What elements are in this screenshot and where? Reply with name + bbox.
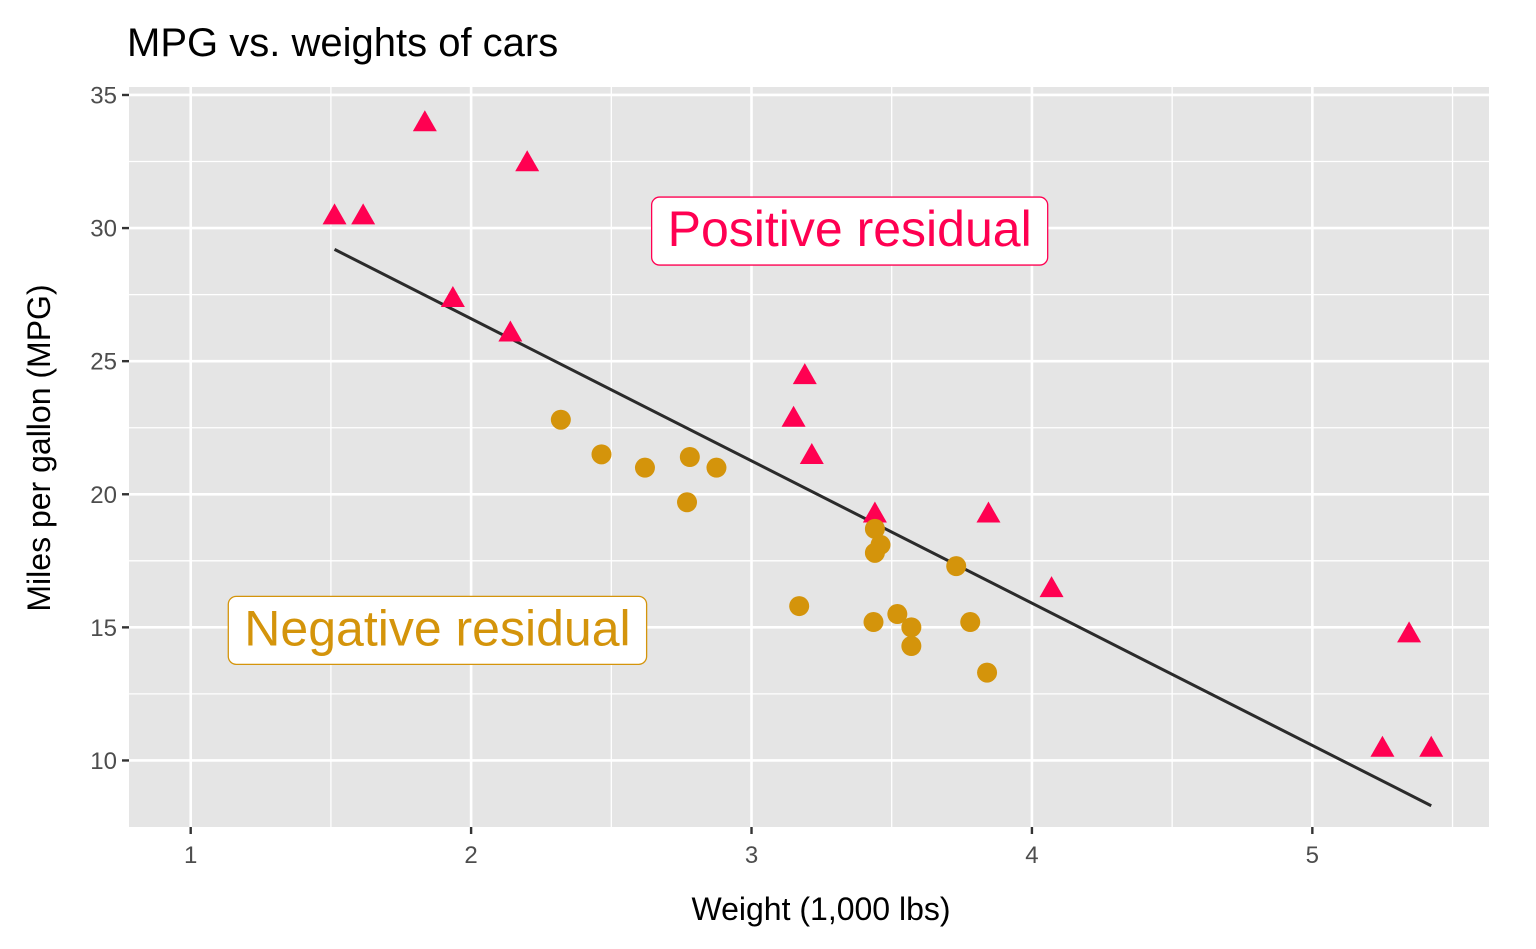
x-tick-label: 5 bbox=[1306, 842, 1319, 869]
negative-residual-point bbox=[789, 596, 810, 617]
y-tick-label: 10 bbox=[90, 748, 117, 775]
positive-residual-point bbox=[515, 150, 540, 172]
x-axis-title: Weight (1,000 lbs) bbox=[691, 891, 950, 927]
chart-title: MPG vs. weights of cars bbox=[127, 21, 558, 65]
positive-residual-point bbox=[862, 501, 887, 523]
x-tick-label: 3 bbox=[745, 842, 758, 869]
y-tick-label: 15 bbox=[90, 615, 117, 642]
positive-residual-point bbox=[799, 443, 824, 464]
negative-residual-point bbox=[864, 518, 885, 539]
y-axis: 10 15 20 25 30 35 bbox=[90, 82, 129, 775]
negative-residual-point bbox=[977, 662, 998, 683]
negative-residual-point bbox=[887, 604, 908, 625]
negative-residual-point bbox=[591, 444, 612, 465]
annotation-box bbox=[650, 196, 1049, 266]
x-axis: 1 2 3 4 5 bbox=[184, 827, 1319, 869]
annotation-box bbox=[227, 595, 648, 666]
positive-residual-point bbox=[1397, 621, 1422, 643]
y-tick-label: 20 bbox=[90, 482, 117, 509]
negative-residual-point bbox=[677, 492, 698, 513]
negative-residual-label: Negative residual bbox=[227, 595, 648, 666]
negative-residual-point bbox=[946, 556, 967, 577]
positive-residual-point bbox=[1419, 735, 1444, 757]
data-points bbox=[322, 110, 1444, 757]
minor-gridlines bbox=[129, 87, 1489, 827]
x-tick-label: 2 bbox=[464, 842, 477, 869]
positive-residual-label: Positive residual bbox=[650, 196, 1049, 266]
negative-residual-point bbox=[634, 457, 655, 478]
y-tick-label: 35 bbox=[90, 82, 117, 109]
positive-residual-point bbox=[498, 320, 523, 342]
positive-residual-point bbox=[412, 110, 437, 132]
x-tick-label: 4 bbox=[1025, 842, 1038, 869]
negative-residual-point bbox=[679, 447, 700, 467]
positive-residual-point bbox=[781, 405, 806, 427]
major-gridlines bbox=[129, 87, 1489, 827]
positive-residual-point bbox=[1039, 576, 1064, 598]
y-tick-label: 30 bbox=[90, 216, 117, 243]
negative-residual-point bbox=[901, 617, 922, 638]
negative-residual-point bbox=[863, 612, 884, 633]
annotations: Positive residual Negative residual bbox=[227, 196, 1049, 666]
negative-residual-point bbox=[960, 612, 981, 633]
negative-residual-point bbox=[550, 409, 571, 430]
negative-residual-point bbox=[706, 457, 727, 478]
negative-residual-point bbox=[864, 542, 885, 563]
negative-residual-point bbox=[901, 635, 922, 656]
positive-residual-point bbox=[1370, 735, 1395, 757]
y-tick-label: 25 bbox=[90, 349, 117, 376]
positive-residual-point bbox=[792, 363, 817, 385]
x-tick-label: 1 bbox=[184, 842, 197, 869]
annotation-text: Negative residual bbox=[244, 600, 630, 656]
positive-residual-point bbox=[322, 203, 347, 225]
positive-residual-point bbox=[976, 501, 1001, 523]
y-axis-title: Miles per gallon (MPG) bbox=[21, 284, 57, 611]
positive-residual-point bbox=[440, 285, 465, 307]
positive-residual-point bbox=[351, 203, 376, 225]
annotation-text: Positive residual bbox=[668, 201, 1032, 257]
